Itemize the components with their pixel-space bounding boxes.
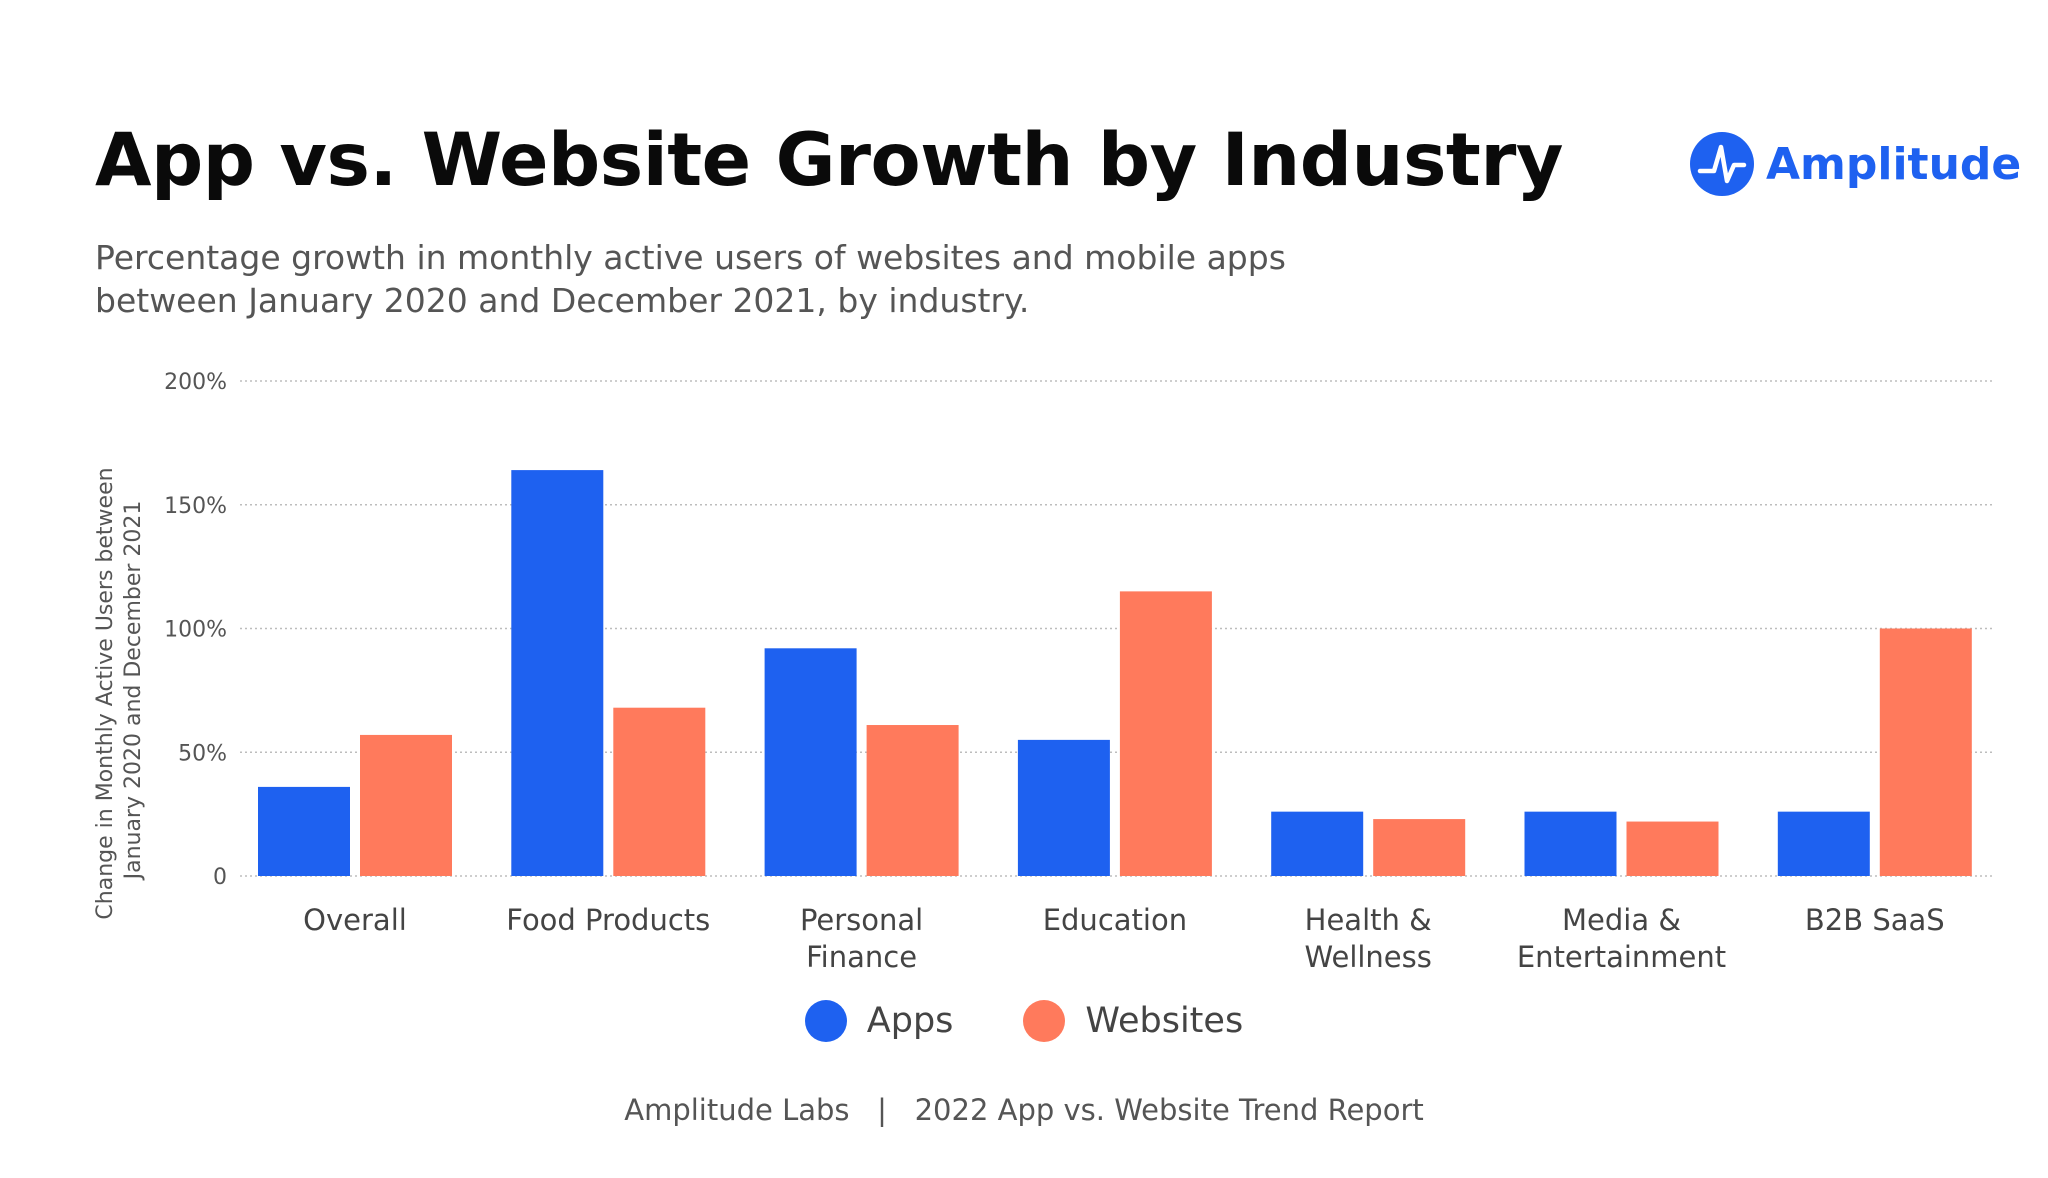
chart-subtitle: Percentage growth in monthly active user… — [95, 236, 1395, 322]
y-tick-label: 200% — [164, 370, 227, 395]
x-tick-label: Media & Entertainment — [1517, 903, 1726, 974]
x-tick-label-line: Overall — [303, 903, 407, 937]
legend-swatch-websites — [1023, 1000, 1066, 1042]
y-tick-label: 50% — [178, 741, 227, 766]
x-tick-label: Overall — [303, 903, 407, 937]
grid-lines — [240, 380, 1995, 877]
bar-websites — [1879, 628, 1972, 876]
bar-websites — [1373, 819, 1466, 876]
x-tick-label-line: Education — [1043, 903, 1187, 937]
x-axis-labels: Overall Food Products Personal Finance Educa… — [303, 903, 1945, 974]
legend-label-websites: Websites — [1085, 1001, 1244, 1041]
bar-websites — [866, 725, 959, 876]
y-axis-label: Change in Monthly Active Users between J… — [93, 460, 146, 919]
x-tick-label-line: Health & — [1305, 903, 1432, 937]
x-tick-label: Personal Finance — [800, 903, 923, 974]
x-tick-label: B2B SaaS — [1805, 903, 1945, 937]
bar-apps — [1271, 811, 1364, 876]
footer-source: Amplitude Labs | 2022 App vs. Website Tr… — [624, 1093, 1424, 1127]
x-tick-label-line: Finance — [806, 940, 917, 974]
x-tick-label: Education — [1043, 903, 1187, 937]
legend-item-websites: Websites — [1023, 1000, 1243, 1042]
bar-websites — [613, 707, 706, 876]
x-tick-label-line: Personal — [800, 903, 923, 937]
y-axis-label-line-2: January 2020 and December 2021 — [121, 501, 146, 882]
y-tick-label: 0 — [213, 865, 227, 890]
bar-apps — [1524, 811, 1617, 876]
y-axis-label-line-1: Change in Monthly Active Users between — [93, 467, 118, 919]
bar-websites — [1626, 821, 1719, 876]
logo-text: Amplitude — [1766, 138, 2022, 190]
legend-item-apps: Apps — [804, 1000, 954, 1042]
x-tick-label-line: Food Products — [506, 903, 710, 937]
x-tick-label-line: B2B SaaS — [1805, 903, 1945, 937]
subtitle-line-2: between January 2020 and December 2021, … — [95, 281, 1030, 320]
bar-apps — [511, 470, 604, 876]
y-tick-label: 150% — [164, 494, 227, 519]
legend-swatch-apps — [804, 1000, 847, 1042]
x-tick-label-line: Entertainment — [1517, 940, 1726, 974]
bar-websites — [360, 734, 452, 876]
subtitle-line-1: Percentage growth in monthly active user… — [95, 238, 1286, 277]
amplitude-logo-icon — [1690, 132, 1754, 196]
bar-apps — [1017, 739, 1110, 876]
amplitude-logo: Amplitude — [1690, 132, 2021, 196]
y-axis-ticks: 0 50% 100% 150% 200% — [164, 370, 227, 890]
legend: Apps Websites — [0, 1000, 2048, 1042]
bar-apps — [1777, 811, 1870, 876]
x-tick-label: Health & Wellness — [1305, 903, 1432, 974]
x-tick-label-line: Media & — [1562, 903, 1681, 937]
y-tick-label: 100% — [164, 618, 227, 643]
bar-apps — [258, 786, 350, 876]
x-tick-label-line: Wellness — [1305, 940, 1432, 974]
chart-title: App vs. Website Growth by Industry — [95, 118, 1563, 203]
bars — [258, 470, 1972, 876]
legend-label-apps: Apps — [866, 1001, 954, 1041]
bar-apps — [764, 648, 857, 876]
x-tick-label: Food Products — [506, 903, 710, 937]
bar-websites — [1119, 591, 1212, 876]
